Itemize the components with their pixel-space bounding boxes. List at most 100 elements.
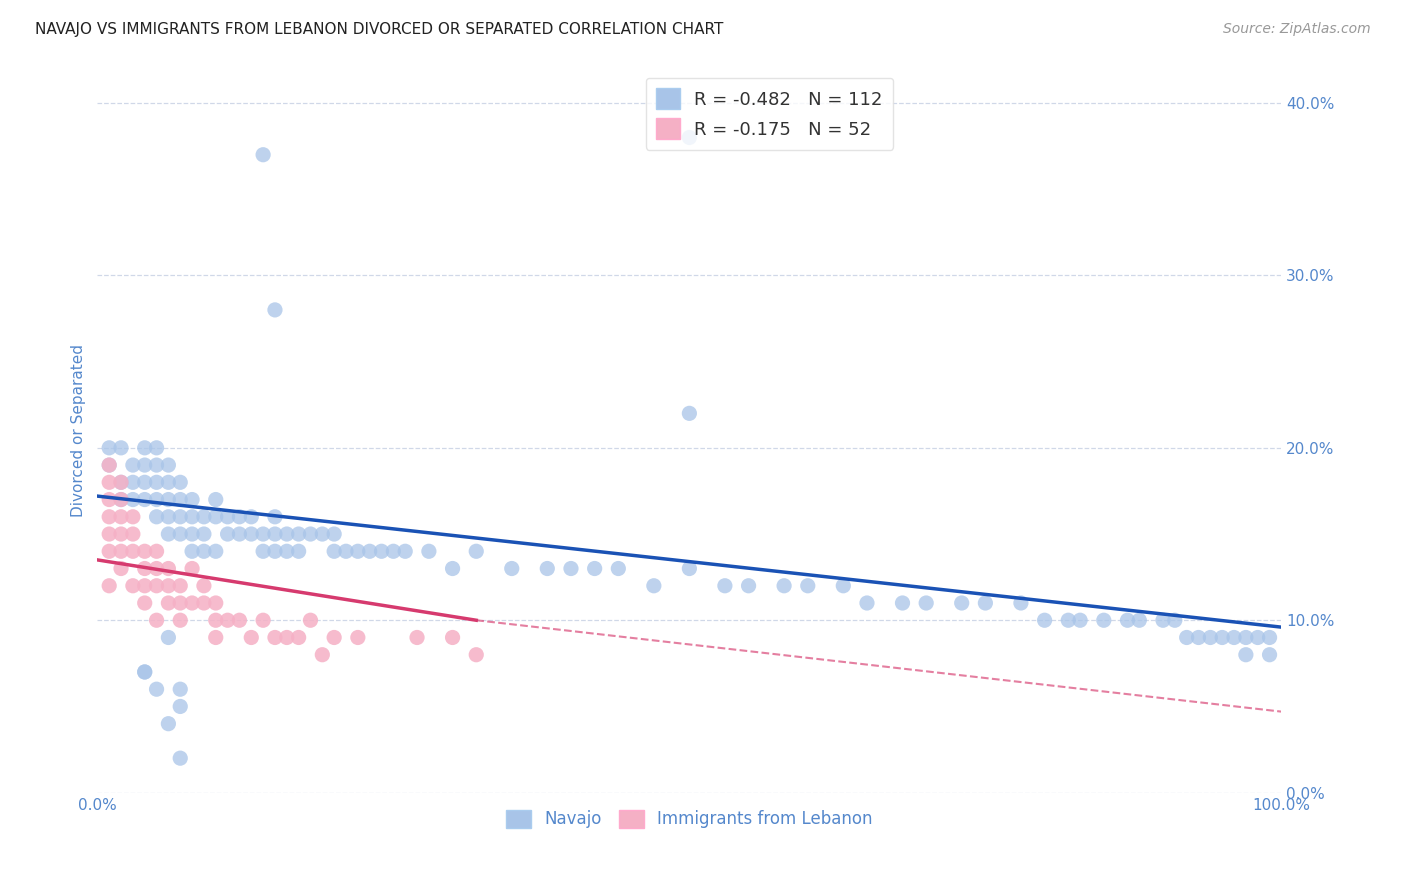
Point bbox=[157, 579, 180, 593]
Point bbox=[1116, 613, 1139, 627]
Point bbox=[110, 527, 132, 541]
Point bbox=[110, 561, 132, 575]
Point bbox=[181, 544, 204, 558]
Point bbox=[122, 492, 145, 507]
Point bbox=[1092, 613, 1115, 627]
Point bbox=[678, 130, 700, 145]
Point bbox=[134, 665, 156, 679]
Point bbox=[145, 475, 167, 490]
Point bbox=[157, 475, 180, 490]
Point bbox=[98, 475, 121, 490]
Point bbox=[276, 544, 298, 558]
Point bbox=[122, 527, 145, 541]
Point bbox=[134, 544, 156, 558]
Point bbox=[145, 441, 167, 455]
Point bbox=[287, 527, 309, 541]
Point bbox=[441, 561, 464, 575]
Point bbox=[169, 492, 191, 507]
Point bbox=[359, 544, 381, 558]
Point bbox=[169, 596, 191, 610]
Point bbox=[287, 631, 309, 645]
Point bbox=[264, 631, 287, 645]
Point bbox=[110, 544, 132, 558]
Point bbox=[181, 596, 204, 610]
Point bbox=[134, 492, 156, 507]
Point bbox=[181, 509, 204, 524]
Point bbox=[335, 544, 357, 558]
Point bbox=[1211, 631, 1233, 645]
Point bbox=[276, 527, 298, 541]
Point bbox=[228, 509, 250, 524]
Point bbox=[145, 682, 167, 697]
Point bbox=[157, 527, 180, 541]
Point bbox=[217, 509, 239, 524]
Point bbox=[169, 613, 191, 627]
Point bbox=[1069, 613, 1091, 627]
Point bbox=[98, 579, 121, 593]
Point bbox=[134, 561, 156, 575]
Point bbox=[240, 509, 263, 524]
Point bbox=[607, 561, 630, 575]
Point bbox=[98, 527, 121, 541]
Point bbox=[678, 406, 700, 420]
Point bbox=[134, 579, 156, 593]
Point bbox=[193, 527, 215, 541]
Point bbox=[169, 699, 191, 714]
Point bbox=[323, 631, 346, 645]
Point bbox=[264, 509, 287, 524]
Point bbox=[441, 631, 464, 645]
Point bbox=[145, 458, 167, 472]
Point bbox=[1010, 596, 1032, 610]
Point bbox=[157, 458, 180, 472]
Point bbox=[145, 613, 167, 627]
Point bbox=[1234, 631, 1257, 645]
Point bbox=[98, 509, 121, 524]
Point bbox=[1199, 631, 1222, 645]
Point bbox=[678, 561, 700, 575]
Point bbox=[193, 509, 215, 524]
Point bbox=[1223, 631, 1246, 645]
Point bbox=[915, 596, 938, 610]
Point bbox=[122, 544, 145, 558]
Point bbox=[181, 492, 204, 507]
Point bbox=[240, 631, 263, 645]
Point bbox=[252, 544, 274, 558]
Y-axis label: Divorced or Separated: Divorced or Separated bbox=[72, 344, 86, 517]
Point bbox=[134, 665, 156, 679]
Point bbox=[1164, 613, 1187, 627]
Point bbox=[1258, 631, 1281, 645]
Point bbox=[145, 509, 167, 524]
Point bbox=[264, 527, 287, 541]
Point bbox=[169, 579, 191, 593]
Point bbox=[145, 492, 167, 507]
Point bbox=[193, 579, 215, 593]
Point bbox=[501, 561, 523, 575]
Point bbox=[98, 492, 121, 507]
Point bbox=[122, 475, 145, 490]
Point bbox=[856, 596, 879, 610]
Point bbox=[181, 527, 204, 541]
Point bbox=[276, 631, 298, 645]
Point bbox=[974, 596, 997, 610]
Point bbox=[217, 527, 239, 541]
Point bbox=[264, 544, 287, 558]
Point bbox=[169, 527, 191, 541]
Point bbox=[157, 716, 180, 731]
Point bbox=[1247, 631, 1270, 645]
Point bbox=[145, 544, 167, 558]
Point bbox=[252, 527, 274, 541]
Text: Source: ZipAtlas.com: Source: ZipAtlas.com bbox=[1223, 22, 1371, 37]
Point bbox=[169, 509, 191, 524]
Point bbox=[323, 527, 346, 541]
Point bbox=[193, 544, 215, 558]
Point bbox=[287, 544, 309, 558]
Point bbox=[157, 509, 180, 524]
Point bbox=[98, 458, 121, 472]
Point bbox=[204, 613, 226, 627]
Point bbox=[465, 648, 488, 662]
Point bbox=[418, 544, 440, 558]
Point bbox=[134, 458, 156, 472]
Point bbox=[406, 631, 429, 645]
Point bbox=[252, 613, 274, 627]
Point bbox=[204, 492, 226, 507]
